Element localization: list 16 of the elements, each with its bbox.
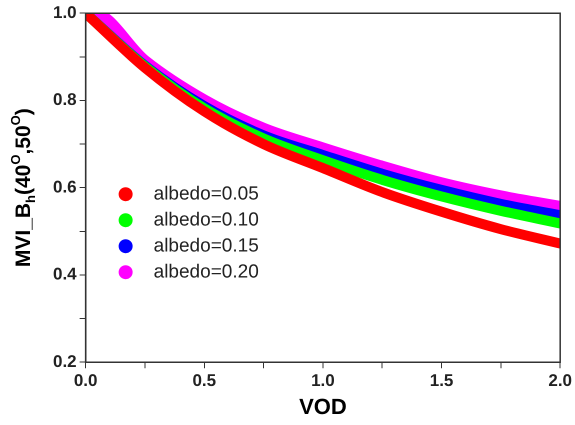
legend-label: albedo=0.20 (154, 261, 259, 282)
x-tick-label: 1.0 (311, 371, 335, 390)
x-tick-label: 2.0 (548, 371, 572, 390)
x-tick-label: 0.5 (192, 371, 216, 390)
legend-label: albedo=0.10 (154, 209, 259, 230)
legend-label: albedo=0.15 (154, 235, 259, 256)
y-tick-label: 0.2 (52, 352, 77, 371)
y-tick-label: 0.8 (52, 90, 77, 110)
x-axis-title: VOD (299, 394, 347, 419)
x-tick-label: 0.0 (74, 371, 98, 390)
y-axis-title: MVI_Bh(40O,50O) (8, 108, 38, 268)
y-tick-label: 0.4 (52, 264, 78, 284)
y-tick-label: 0.6 (52, 177, 77, 196)
y-tick-label: 1.0 (52, 2, 77, 22)
legend-label: albedo=0.05 (154, 183, 259, 204)
x-tick-label: 1.5 (430, 371, 454, 390)
